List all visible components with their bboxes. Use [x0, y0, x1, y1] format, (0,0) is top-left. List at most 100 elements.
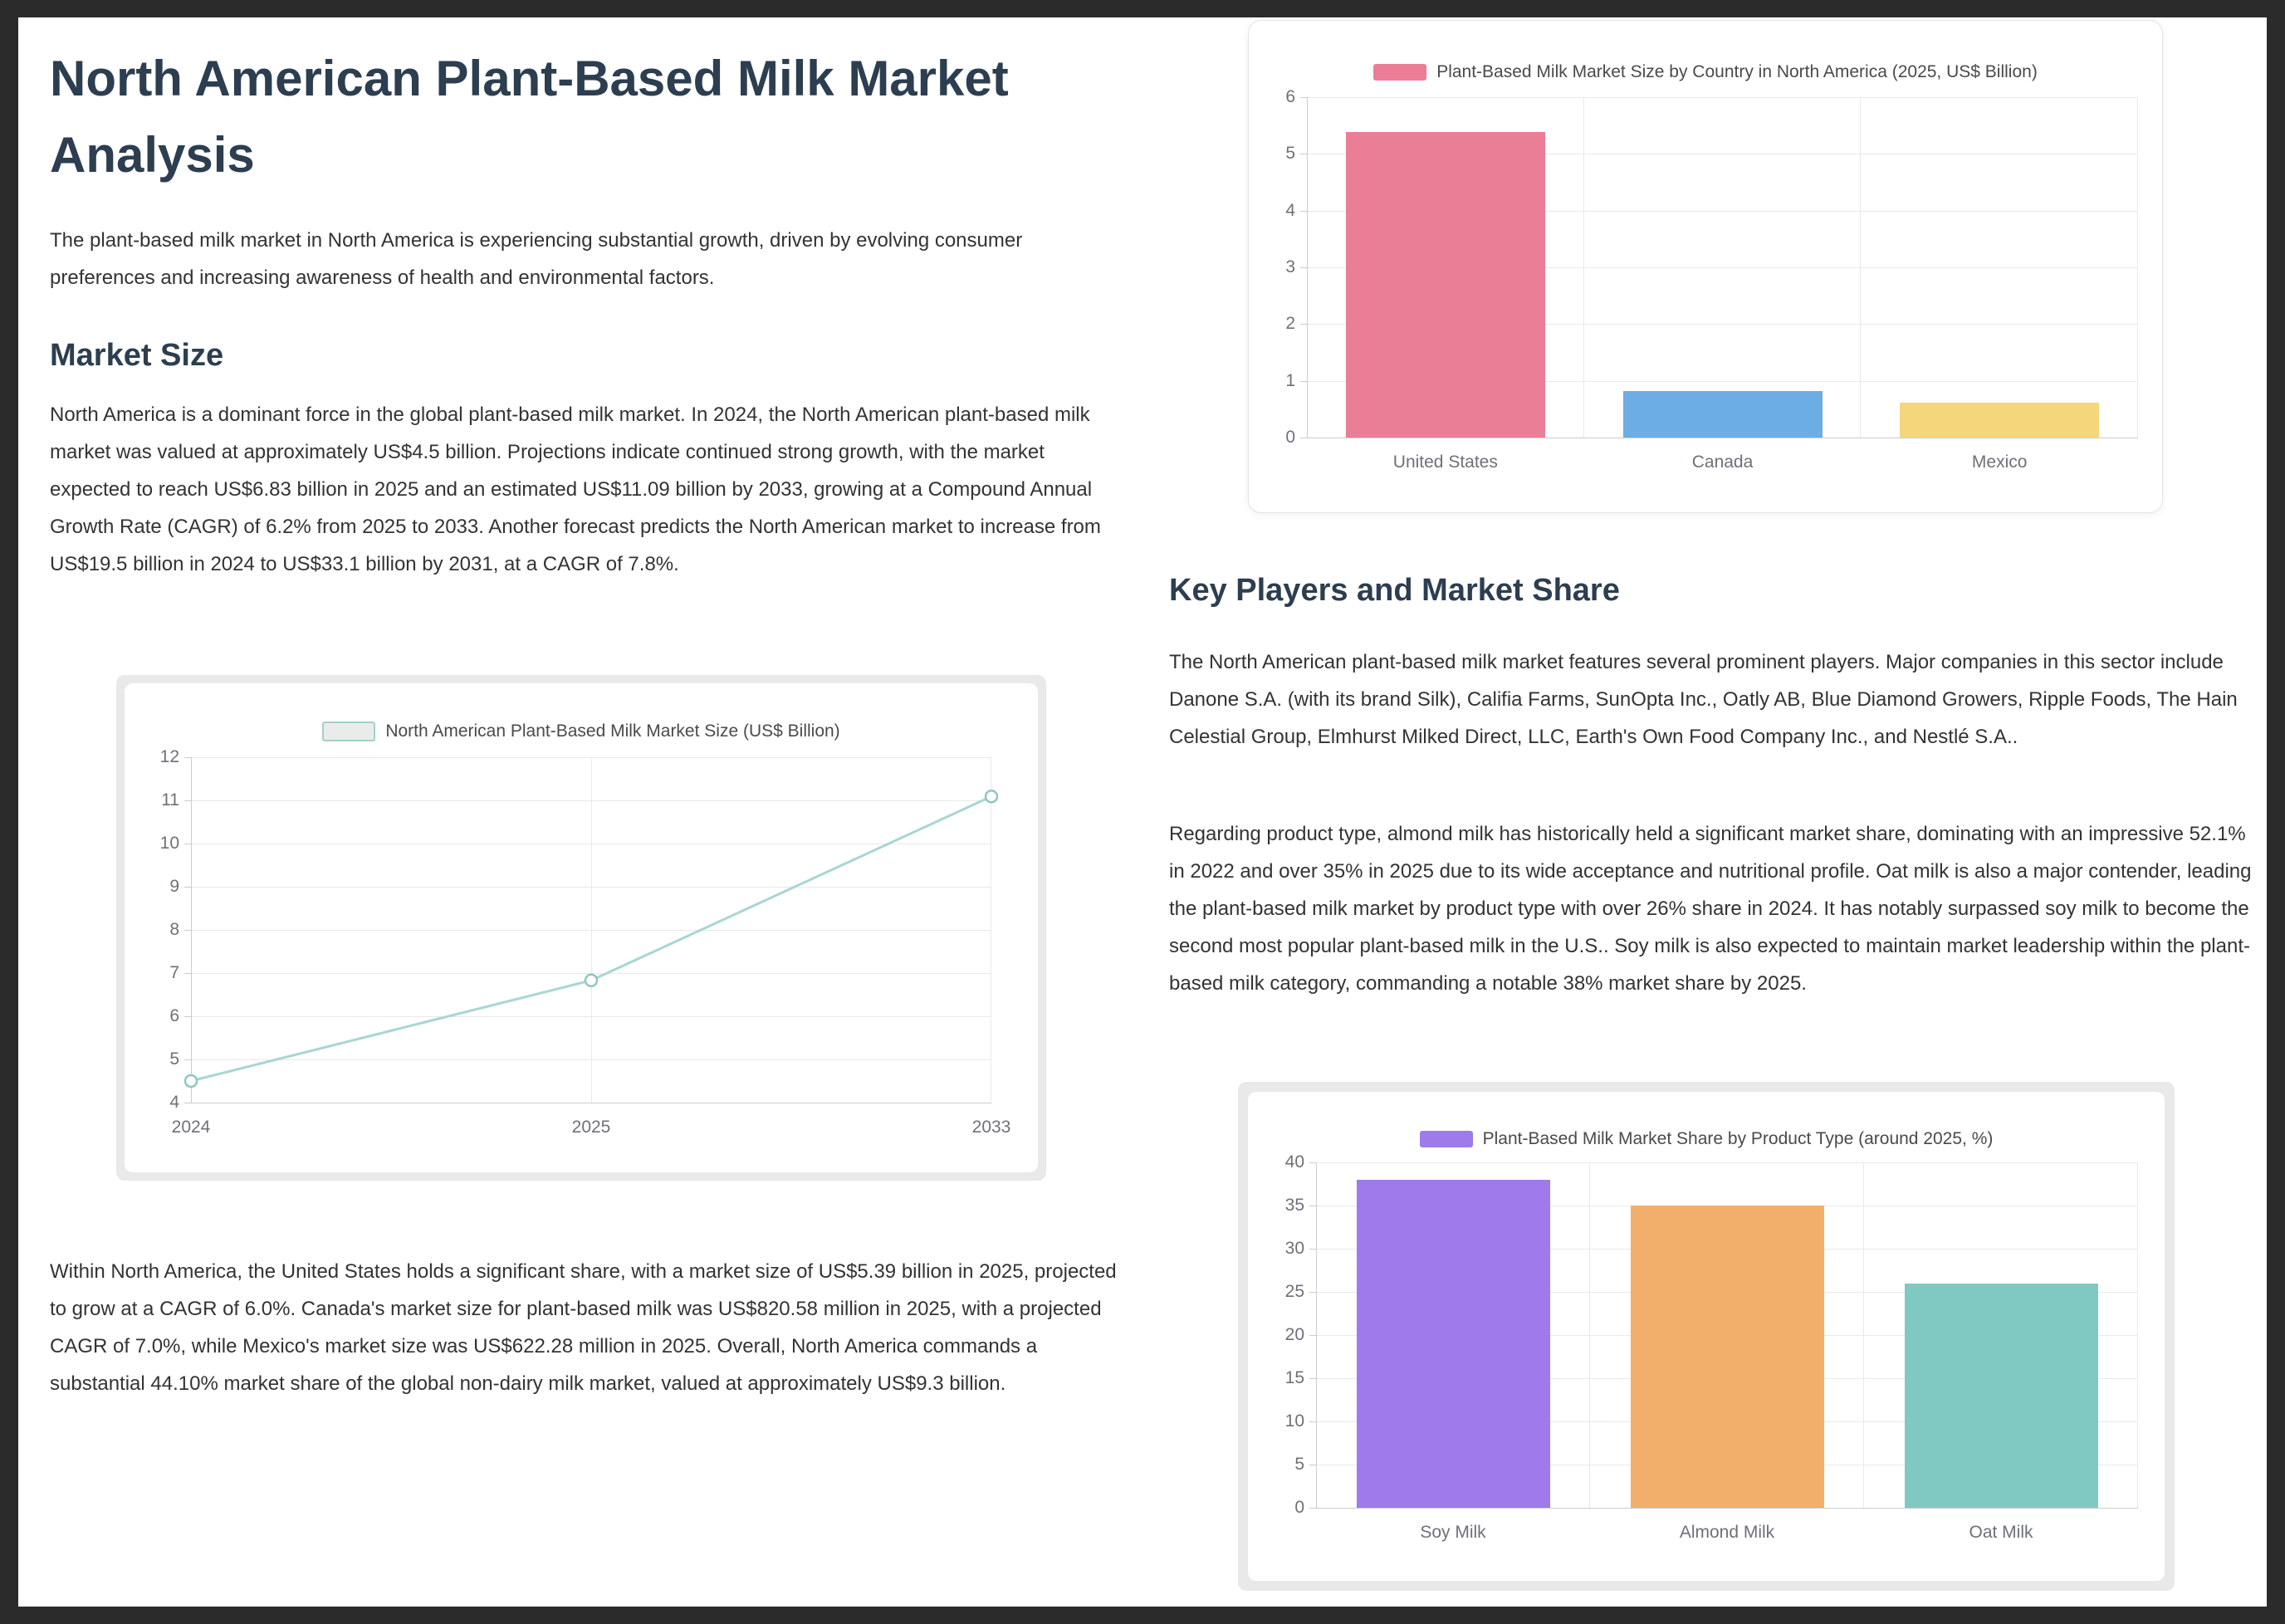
grid-line-horizontal — [1316, 1162, 2138, 1163]
grid-line-horizontal — [1307, 324, 2138, 325]
x-axis-label: Mexico — [1971, 452, 2028, 472]
axis-tick — [1309, 1508, 1316, 1509]
y-axis-label: 9 — [169, 877, 179, 896]
axis-tick — [1309, 1335, 1316, 1336]
x-axis-label: Oat Milk — [1969, 1523, 2033, 1542]
x-axis-label: 2033 — [971, 1118, 1011, 1137]
legend-label[interactable]: Plant-Based Milk Market Size by Country … — [1436, 62, 2038, 81]
y-axis-label: 4 — [169, 1093, 179, 1112]
axis-tick — [1300, 97, 1307, 98]
legend-label[interactable]: Plant-Based Milk Market Share by Product… — [1482, 1129, 1994, 1148]
y-axis-label: 20 — [1284, 1325, 1304, 1344]
grid-line-horizontal — [1307, 97, 2138, 98]
x-axis-label: Canada — [1691, 452, 1754, 472]
grid-line-horizontal — [1307, 267, 2138, 268]
y-axis-label: 0 — [1294, 1498, 1304, 1517]
grid-line-vertical — [1860, 97, 1861, 438]
y-axis-label: 11 — [161, 790, 179, 810]
grid-line-vertical — [2137, 1162, 2138, 1508]
heading-key-players: Key Players and Market Share — [1169, 573, 1620, 608]
country-bar-chart-plot-area: 6 5 4 3 2 1 0 United States Canada Mexico — [1285, 87, 2138, 472]
bar-oat-milk[interactable] — [1905, 1284, 2098, 1508]
y-axis-label: 7 — [169, 963, 179, 982]
line-chart-card: North American Plant-Based Milk Market S… — [125, 683, 1038, 1172]
market-size-paragraph-2: Within North America, the United States … — [50, 1260, 1117, 1395]
y-axis-label: 0 — [1285, 428, 1295, 447]
grid-line-vertical — [1589, 1162, 1590, 1508]
y-axis-label: 4 — [1285, 201, 1295, 220]
line-chart-legend[interactable]: North American Plant-Based Milk Market S… — [125, 722, 1038, 741]
y-axis-label: 10 — [1284, 1411, 1304, 1431]
product-bar-chart-card: Plant-Based Milk Market Share by Product… — [1248, 1092, 2165, 1581]
legend-swatch[interactable] — [1373, 64, 1427, 81]
axis-tick — [184, 973, 191, 974]
market-size-line-series — [183, 790, 999, 1088]
axis-tick — [184, 757, 191, 758]
x-axis-label: 2024 — [171, 1118, 211, 1137]
axis-tick — [1309, 1162, 1316, 1163]
axis-tick — [1300, 381, 1307, 382]
line-chart-plot-area: 12 11 10 9 8 7 6 5 4 2024 2025 2033 — [160, 747, 1011, 1137]
axis-tick — [184, 930, 191, 931]
legend-swatch[interactable] — [1419, 1131, 1473, 1147]
y-axis-label: 40 — [1284, 1152, 1304, 1172]
country-bar-chart-legend[interactable]: Plant-Based Milk Market Size by Country … — [1249, 62, 2162, 82]
key-players-paragraph-1: The North American plant-based milk mark… — [1169, 651, 2238, 748]
bar-united-states[interactable] — [1346, 132, 1545, 438]
y-axis-line — [191, 757, 192, 1103]
grid-line-vertical — [591, 757, 592, 1103]
grid-line-vertical — [1583, 97, 1584, 438]
y-axis-label: 12 — [159, 747, 179, 766]
y-axis-label: 15 — [1284, 1368, 1304, 1387]
x-axis-label: Soy Milk — [1420, 1523, 1486, 1542]
grid-line-horizontal — [1307, 211, 2138, 212]
x-axis-label: United States — [1392, 452, 1498, 472]
country-bar-chart-card: Plant-Based Milk Market Size by Country … — [1248, 20, 2163, 513]
line-chart-frame: North American Plant-Based Milk Market S… — [116, 675, 1046, 1181]
y-axis-label: 30 — [1284, 1239, 1304, 1258]
bar-almond-milk[interactable] — [1631, 1206, 1824, 1508]
y-axis-label: 10 — [159, 834, 179, 853]
intro-paragraph: The plant-based milk market in North Ame… — [50, 229, 1023, 289]
product-bar-chart-legend[interactable]: Plant-Based Milk Market Share by Product… — [1248, 1129, 2165, 1149]
y-axis-label: 2 — [1285, 314, 1295, 333]
x-axis-line — [1316, 1508, 2138, 1509]
bar-mexico[interactable] — [1900, 403, 2099, 438]
line-path — [190, 795, 992, 1083]
axis-tick — [1309, 1378, 1316, 1379]
axis-tick — [1309, 1292, 1316, 1293]
y-axis-label: 5 — [169, 1049, 179, 1069]
y-axis-label: 5 — [1294, 1455, 1304, 1474]
legend-swatch[interactable] — [322, 722, 376, 741]
axis-tick — [1309, 1421, 1316, 1422]
legend-label[interactable]: North American Plant-Based Milk Market S… — [385, 722, 840, 741]
x-axis-label: 2025 — [571, 1118, 611, 1137]
x-axis-label: Almond Milk — [1679, 1523, 1775, 1542]
axis-tick — [184, 1016, 191, 1017]
grid-line-horizontal — [1307, 381, 2138, 382]
y-axis-line — [1307, 97, 1308, 438]
axis-tick — [1300, 267, 1307, 268]
axis-tick — [184, 800, 191, 801]
data-point-2024[interactable] — [183, 1074, 198, 1088]
document-page: North American Plant-Based Milk Market A… — [18, 17, 2267, 1607]
product-bar-chart-plot-area: 40 35 30 25 20 15 10 5 0 Soy Milk Almond Milk Oat M… — [1285, 1152, 2138, 1542]
y-axis-label: 5 — [1285, 144, 1295, 163]
data-point-2033[interactable] — [984, 790, 999, 804]
y-axis-label: 25 — [1284, 1282, 1304, 1301]
product-bar-chart-frame: Plant-Based Milk Market Share by Product… — [1238, 1082, 2175, 1591]
page-title: North American Plant-Based Milk Market A… — [50, 51, 1009, 183]
bar-soy-milk[interactable] — [1357, 1180, 1550, 1508]
axis-tick — [1300, 211, 1307, 212]
y-axis-label: 1 — [1285, 371, 1295, 390]
axis-tick — [1309, 1249, 1316, 1250]
market-size-paragraph-1: North America is a dominant force in the… — [50, 404, 1101, 575]
heading-market-size: Market Size — [50, 338, 224, 373]
key-players-paragraph-2: Regarding product type, almond milk has … — [1169, 823, 2252, 995]
data-point-2025[interactable] — [584, 973, 599, 988]
grid-line-vertical — [1863, 1162, 1864, 1508]
axis-tick — [1300, 324, 1307, 325]
y-axis-label: 6 — [1285, 87, 1295, 106]
bar-canada[interactable] — [1623, 391, 1823, 438]
y-axis-label: 3 — [1285, 257, 1295, 276]
